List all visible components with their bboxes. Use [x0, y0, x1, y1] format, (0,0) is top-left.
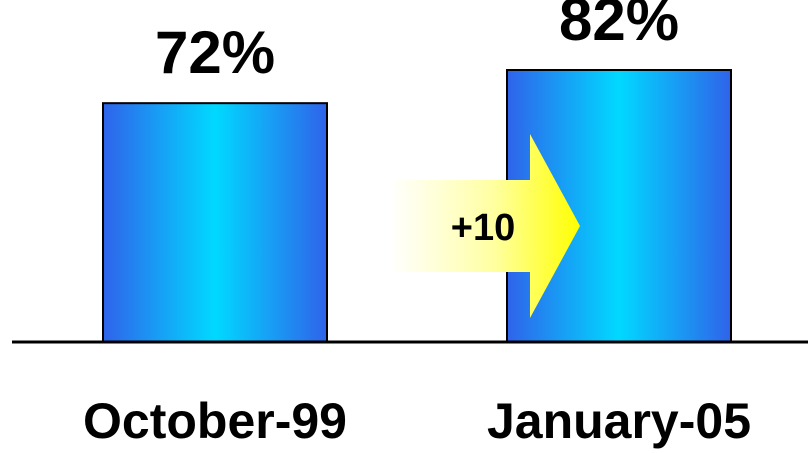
change-arrow [390, 134, 580, 318]
value-label: 82% [559, 0, 679, 53]
category-label: October-99 [83, 393, 347, 449]
value-label: 72% [155, 19, 275, 86]
labels-group: 72% October-99 82% January-05 [83, 0, 751, 449]
bar-october-99 [102, 102, 328, 343]
change-label: +10 [451, 207, 515, 249]
category-label: January-05 [487, 393, 751, 449]
bars-group [102, 69, 732, 343]
change-annotation: +10 [390, 134, 580, 318]
